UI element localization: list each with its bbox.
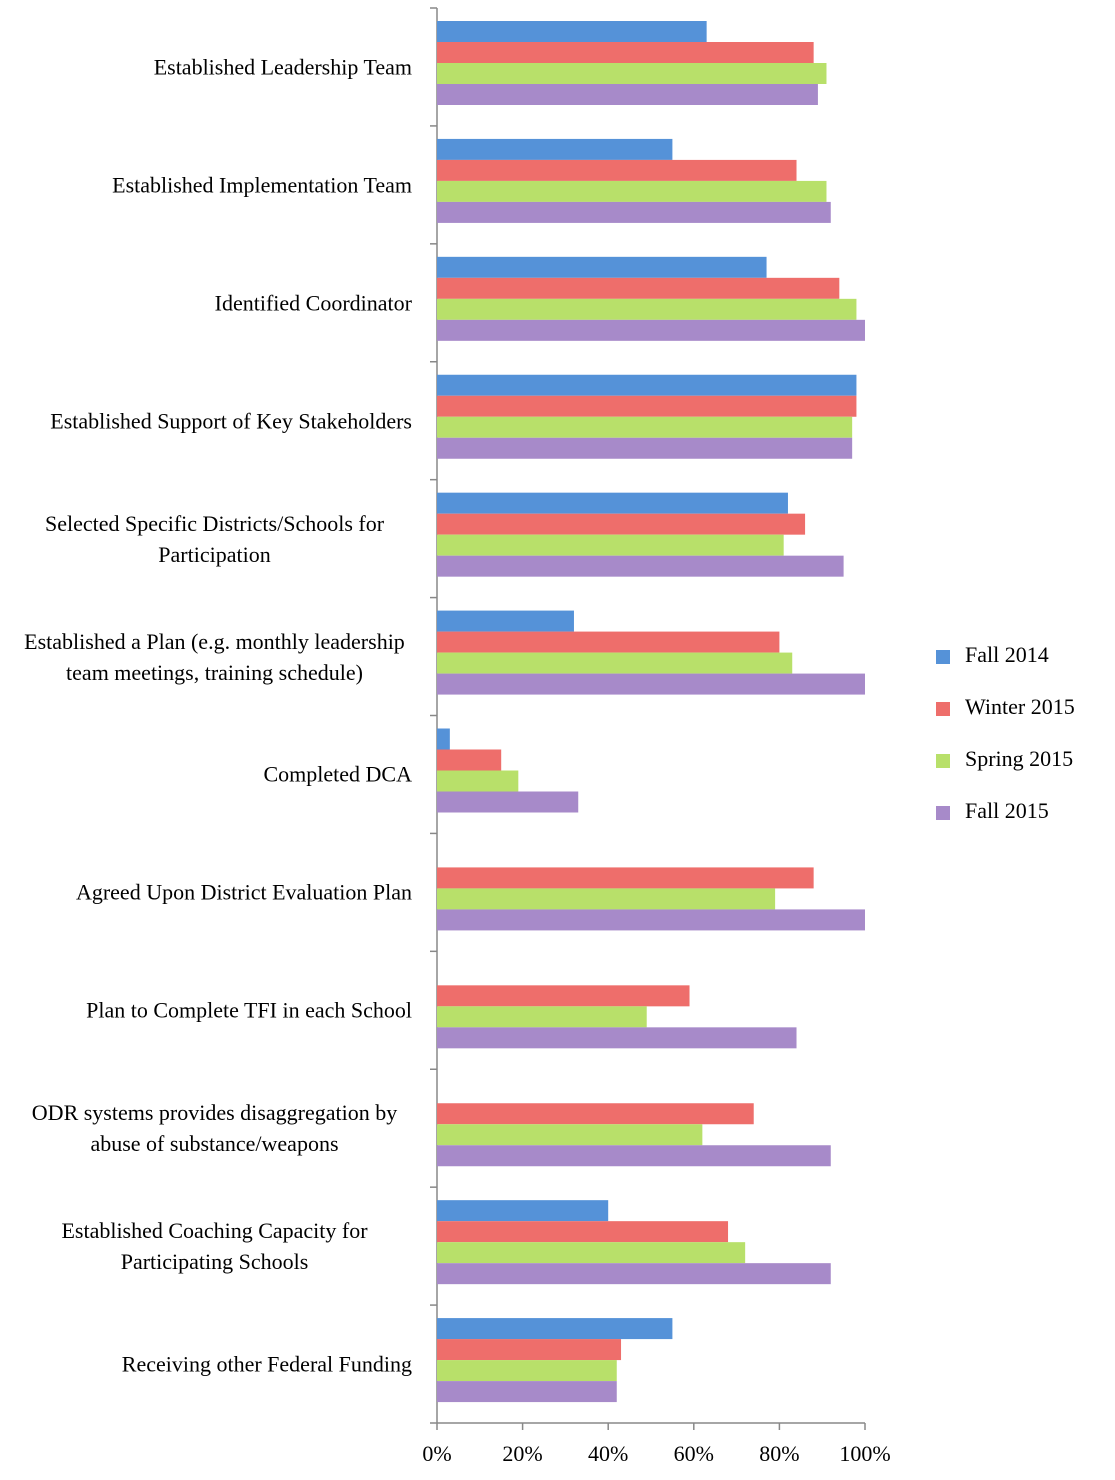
legend-label: Fall 2014 <box>965 642 1049 667</box>
legend-label: Winter 2015 <box>965 694 1075 719</box>
bar <box>437 374 857 396</box>
category-label: Established Support of Key Stakeholders <box>50 405 412 436</box>
bar <box>437 159 797 181</box>
x-tick-label: 20% <box>502 1441 542 1466</box>
category-label: Identified Coordinator <box>215 287 412 318</box>
category-label: Agreed Upon District Evaluation Plan <box>76 877 412 908</box>
bar <box>437 21 707 42</box>
category-text: Receiving other Federal Funding <box>121 1351 412 1377</box>
bar <box>437 416 853 438</box>
bar <box>437 610 574 632</box>
x-tick-label: 40% <box>588 1441 628 1466</box>
x-tick-label: 0% <box>422 1441 451 1466</box>
bar <box>437 888 776 910</box>
category-label: Receiving other Federal Funding <box>122 1349 412 1380</box>
category-label: Established a Plan (e.g. monthly leaders… <box>17 626 412 688</box>
category-text: Established a Plan (e.g. monthly leaders… <box>24 628 405 685</box>
bar <box>437 867 814 889</box>
bar <box>437 492 788 514</box>
category-text: ODR systems provides disaggregation by a… <box>31 1100 398 1157</box>
bar <box>437 1027 797 1049</box>
bar <box>437 437 853 459</box>
legend-swatch <box>936 702 950 716</box>
category-label: Established Implementation Team <box>112 169 412 200</box>
bar <box>437 673 865 695</box>
category-text: Established Leadership Team <box>153 54 412 80</box>
bar <box>437 1318 673 1340</box>
legend-label: Fall 2015 <box>965 798 1049 823</box>
category-text: Plan to Complete TFI in each School <box>86 997 412 1023</box>
bar <box>437 256 767 278</box>
category-label: Selected Specific Districts/Schools for … <box>17 508 412 570</box>
category-text: Established Implementation Team <box>112 172 412 198</box>
bar <box>437 1360 617 1382</box>
bar <box>437 277 840 299</box>
legend-swatch <box>936 806 950 820</box>
bar <box>437 770 519 792</box>
bar <box>437 1381 617 1403</box>
bar <box>437 1200 609 1222</box>
bar <box>437 84 818 105</box>
bar <box>437 1145 831 1167</box>
category-label: Established Leadership Team <box>154 51 412 82</box>
category-text: Completed DCA <box>263 761 413 787</box>
bar <box>437 63 827 84</box>
bar <box>437 555 844 577</box>
bar <box>437 985 690 1007</box>
bar <box>437 42 814 63</box>
bar <box>437 201 831 223</box>
legend-label: Spring 2015 <box>965 746 1073 771</box>
bar <box>437 909 865 931</box>
category-text: Selected Specific Districts/Schools for … <box>44 510 385 567</box>
bar <box>437 1242 746 1264</box>
category-label: Plan to Complete TFI in each School <box>86 995 412 1026</box>
legend-swatch <box>936 650 950 664</box>
bar <box>437 1339 622 1361</box>
category-text: Established Coaching Capacity for Partic… <box>61 1218 368 1275</box>
bar <box>437 513 806 535</box>
x-tick-label: 60% <box>674 1441 714 1466</box>
category-text: Established Support of Key Stakeholders <box>50 408 412 434</box>
x-tick-label: 80% <box>759 1441 799 1466</box>
category-text: Identified Coordinator <box>214 290 412 316</box>
category-label: Established Coaching Capacity for Partic… <box>17 1215 412 1277</box>
bar <box>437 1124 703 1146</box>
bar <box>437 1221 729 1243</box>
bar <box>437 728 450 750</box>
category-label: ODR systems provides disaggregation by a… <box>17 1097 412 1159</box>
category-label: Completed DCA <box>264 759 413 790</box>
bar <box>437 298 857 320</box>
bar <box>437 1006 647 1028</box>
bar <box>437 1263 831 1285</box>
x-tick-label: 100% <box>839 1441 890 1466</box>
bar <box>437 749 502 771</box>
bar <box>437 791 579 813</box>
bar <box>437 138 673 160</box>
bar <box>437 652 793 674</box>
bar <box>437 180 827 202</box>
bar <box>437 631 780 653</box>
category-text: Agreed Upon District Evaluation Plan <box>75 879 412 905</box>
bar <box>437 534 784 556</box>
bar <box>437 1103 754 1125</box>
bar <box>437 395 857 417</box>
legend-swatch <box>936 754 950 768</box>
bar <box>437 319 865 341</box>
